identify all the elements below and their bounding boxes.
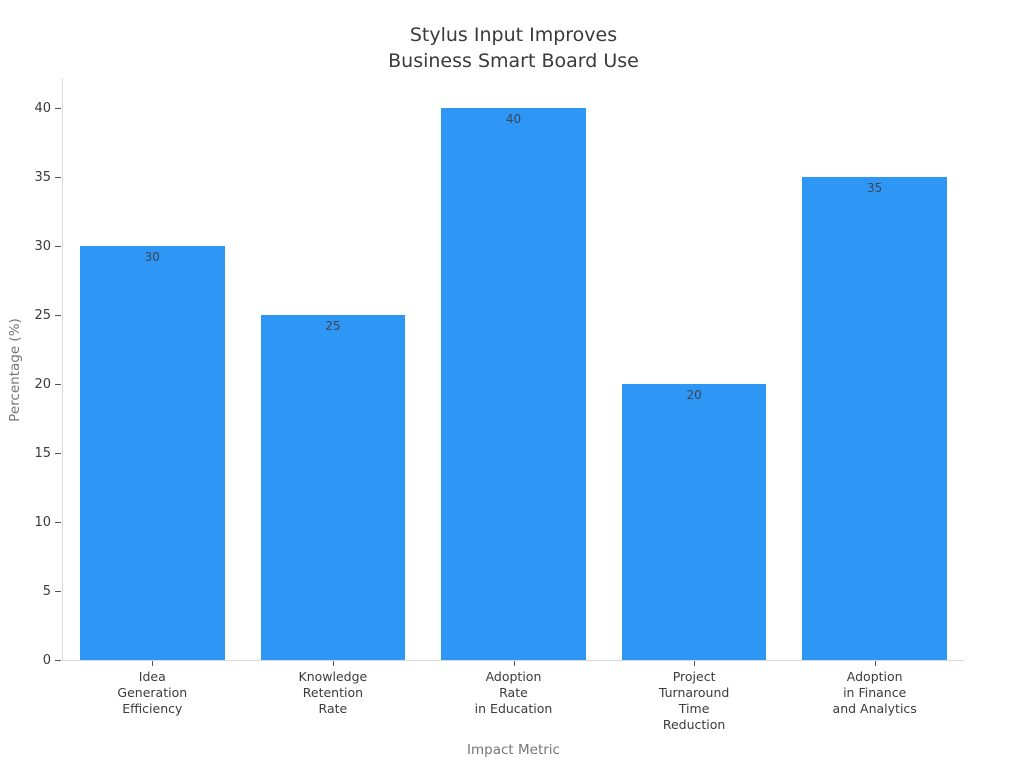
y-tick-label: 5: [42, 583, 51, 599]
y-tick-label: 15: [34, 445, 51, 461]
x-axis-spine: [62, 660, 965, 661]
y-tick-label: 30: [34, 238, 51, 254]
x-tick-mark: [874, 661, 876, 666]
y-tick-mark: [55, 246, 61, 247]
bar-value-label: 25: [325, 319, 341, 333]
y-tick-label: 35: [34, 169, 51, 185]
x-tick-mark: [152, 661, 154, 666]
x-axis-label: Impact Metric: [467, 742, 560, 758]
x-tick-label: Knowledge Retention Rate: [298, 669, 368, 716]
bar-value-label: 40: [505, 112, 522, 126]
y-tick-label: 25: [34, 307, 51, 323]
y-tick-mark: [55, 660, 61, 661]
x-tick-label: Project Turnaround Time Reduction: [658, 669, 730, 732]
x-tick-mark: [513, 661, 515, 666]
x-tick-mark: [694, 661, 696, 666]
chart-title: Stylus Input Improves Business Smart Boa…: [388, 24, 639, 72]
bar: [260, 315, 406, 660]
y-tick-mark: [55, 453, 61, 454]
x-tick-label: Adoption in Finance and Analytics: [832, 669, 917, 716]
bar: [80, 246, 225, 660]
x-tick-label: Idea Generation Efficiency: [117, 669, 188, 716]
y-tick-label: 10: [34, 514, 51, 530]
y-tick-mark: [55, 108, 61, 109]
y-tick-mark: [55, 315, 61, 316]
bar-value-label: 30: [144, 250, 160, 264]
bar: [621, 384, 767, 660]
bar-value-label: 35: [867, 181, 883, 195]
x-tick-label: Adoption Rate in Education: [474, 669, 553, 716]
x-tick-mark: [332, 661, 334, 666]
bar: [441, 108, 586, 660]
y-tick-label: 40: [34, 100, 51, 116]
y-tick-label: 20: [34, 376, 51, 392]
y-tick-mark: [55, 522, 61, 523]
y-tick-mark: [55, 177, 61, 178]
y-tick-mark: [55, 591, 61, 592]
y-tick-label: 0: [42, 652, 51, 668]
y-axis-spine: [62, 78, 63, 661]
y-tick-mark: [55, 384, 61, 385]
bar: [802, 177, 947, 660]
bar-value-label: 20: [686, 388, 702, 402]
